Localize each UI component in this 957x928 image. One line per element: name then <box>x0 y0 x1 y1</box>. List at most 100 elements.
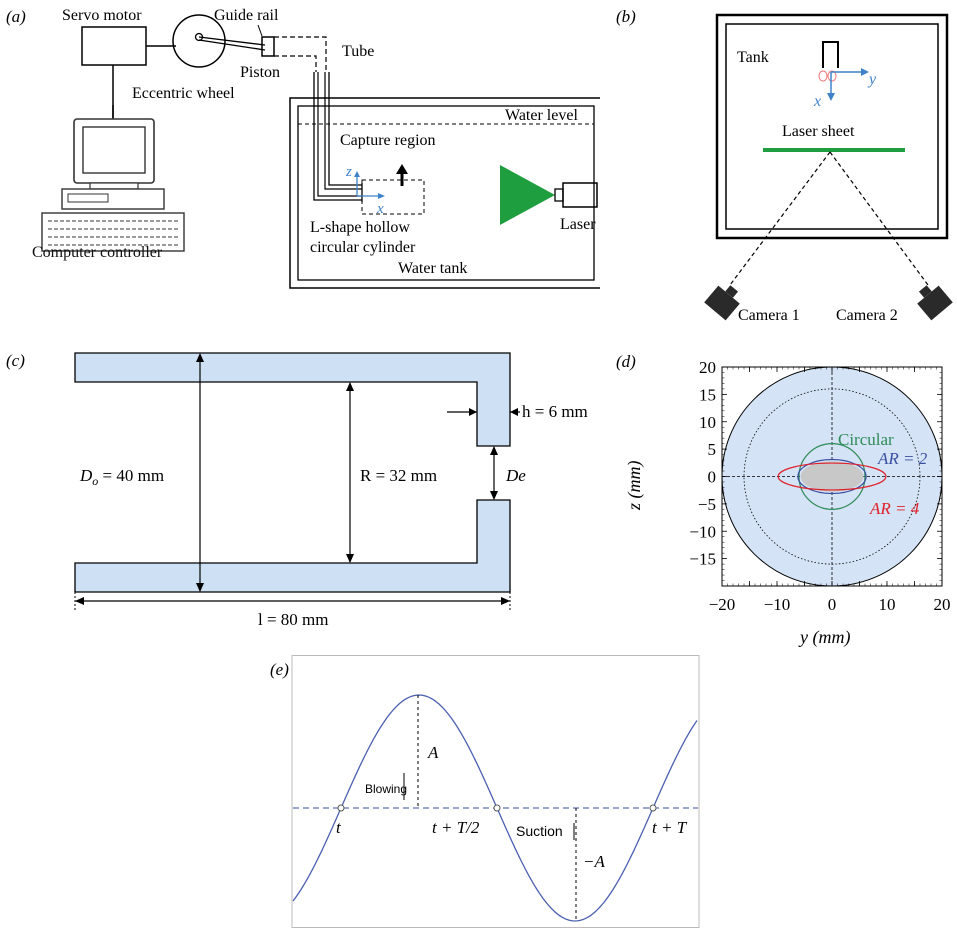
capture-region-label: Capture region <box>340 132 436 149</box>
y-tick-label: 10 <box>699 413 716 432</box>
l-cylinder-inner-1 <box>317 72 362 197</box>
plot-area: −20 −10 0 10 20 20 15 10 5 0 −5 −10 −15 <box>689 358 950 614</box>
r-arrow-top <box>346 382 354 391</box>
y-axis-head <box>861 68 869 76</box>
do-sub: o <box>92 474 98 488</box>
do-arrow-top <box>196 353 204 362</box>
do-main: D <box>79 466 93 485</box>
x-tick-label: 0 <box>828 595 837 614</box>
camera1-sightline <box>729 151 831 286</box>
vortex-arrow-head <box>396 164 408 174</box>
y-axis-title: z (mm) <box>624 461 645 512</box>
h-arrow-left <box>469 408 477 416</box>
x-axis-label-b: x <box>813 93 821 110</box>
piston-label: Piston <box>240 64 280 81</box>
l-cylinder-inner-3 <box>328 72 362 186</box>
y-axis-label-b: y <box>867 71 877 88</box>
l-arrow-right <box>501 597 510 605</box>
cpu-drive <box>67 193 109 203</box>
l-label: l = 80 mm <box>258 610 329 629</box>
series-circular <box>798 443 866 510</box>
servo-motor-label: Servo motor <box>62 7 142 24</box>
y-tick-label: 0 <box>708 468 717 487</box>
point-t-full <box>649 804 657 812</box>
blowing-label: Blowing <box>365 782 407 796</box>
computer-controller-label: Computer controller <box>32 244 163 261</box>
l-cylinder-inner-2 <box>324 72 362 190</box>
series-ar-2 <box>797 458 867 495</box>
water-level-label: Water level <box>505 107 578 124</box>
t-full-label: t + T <box>652 818 688 837</box>
x-axis-title: y (mm) <box>798 627 850 648</box>
laser-beam <box>500 165 555 225</box>
cylinder-top-view <box>822 41 839 68</box>
nozzle-top-wall <box>74 352 511 447</box>
eccentric-wheel <box>172 14 226 68</box>
guide-rail-pointer <box>257 24 263 37</box>
l-arrow-left <box>75 597 84 605</box>
panel-e: (e) A Blowing t t + T/2 Suction −A t + T <box>270 655 700 928</box>
z-axis-head <box>354 171 360 177</box>
connecting-rod <box>198 36 266 46</box>
cpu-case <box>61 188 165 210</box>
r-arrow-bot <box>346 554 354 563</box>
laser-body <box>562 182 598 208</box>
water-tank-label: Water tank <box>398 260 467 277</box>
capture-region-box <box>361 179 425 215</box>
h-label: h = 6 mm <box>522 402 588 421</box>
t0-label: t <box>336 818 342 837</box>
vortex-rings <box>818 70 837 82</box>
x-tick-label: 20 <box>934 595 951 614</box>
t-half-label: t + T/2 <box>432 818 480 837</box>
camera-2-label: Camera 2 <box>836 307 898 324</box>
y-tick-label: 15 <box>699 385 716 404</box>
tank-label: Tank <box>737 49 769 66</box>
laser-sheet-label: Laser sheet <box>782 123 855 140</box>
x-tick-label: −10 <box>764 595 791 614</box>
amp-pos-label: A <box>427 743 439 762</box>
panel-a: (a) Servo motor Eccentric wheel Guide ra… <box>6 7 600 289</box>
connecting-rod-2 <box>198 39 266 51</box>
l-cylinder-outer <box>313 72 362 201</box>
keyboard-keys <box>48 220 178 246</box>
panel-c-label: (c) <box>6 351 25 370</box>
cylinder-label-2: circular cylinder <box>310 239 416 256</box>
h-arrow-right <box>510 408 518 416</box>
tank-outer <box>715 13 949 240</box>
point-t <box>337 804 345 812</box>
motor-to-computer-line <box>112 65 114 118</box>
nozzle-bottom-wall <box>74 499 511 593</box>
suction-label: Suction <box>516 823 563 839</box>
panel-a-label: (a) <box>6 7 26 26</box>
panel-e-label: (e) <box>270 660 289 679</box>
water-tank-outer <box>289 97 600 289</box>
y-tick-label: −15 <box>689 550 716 569</box>
water-tank-inner <box>297 105 595 281</box>
laser-label: Laser <box>560 216 596 233</box>
computer-icon <box>41 105 185 252</box>
laser-head-small <box>554 188 564 202</box>
de-arrow-bot <box>490 491 498 500</box>
x-axis-head-b <box>827 93 835 101</box>
y-tick-label: 20 <box>699 358 716 377</box>
series-ar-4 <box>777 462 887 491</box>
de-label: De <box>505 466 526 485</box>
panel-b: (b) Tank y x Laser sheet Camera 1 Camera… <box>616 7 953 324</box>
tank-inner <box>725 23 939 230</box>
eccentric-wheel-label: Eccentric wheel <box>132 85 235 102</box>
monitor-stand <box>89 182 139 190</box>
monitor-screen <box>82 126 146 174</box>
circular-label: Circular <box>838 430 894 449</box>
y-tick-label: −10 <box>689 522 716 541</box>
ar4-label: AR = 4 <box>869 499 920 518</box>
r-label: R = 32 mm <box>360 466 437 485</box>
panel-b-label: (b) <box>616 7 636 26</box>
camera-2-icon <box>917 285 953 321</box>
do-arrow-bot <box>196 583 204 592</box>
panel-d-chart: (d) −20 −10 0 10 20 20 15 10 5 0 −5 −10 −15 Circular… <box>616 352 951 648</box>
piston-block <box>261 36 275 57</box>
guide-rail-label: Guide rail <box>214 7 279 24</box>
do-rest: = 40 mm <box>98 466 164 485</box>
camera-1-label: Camera 1 <box>738 307 800 324</box>
core-fill <box>800 461 864 492</box>
